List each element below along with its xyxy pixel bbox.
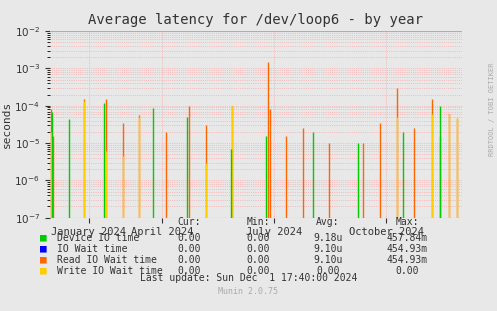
Text: ■: ■ [40, 266, 47, 276]
Text: 9.10u: 9.10u [313, 255, 343, 265]
Text: 454.93m: 454.93m [387, 255, 428, 265]
Text: Write IO Wait time: Write IO Wait time [57, 266, 163, 276]
Text: 0.00: 0.00 [247, 266, 270, 276]
Text: 0.00: 0.00 [177, 255, 201, 265]
Text: Avg:: Avg: [316, 217, 340, 227]
Text: ■: ■ [40, 233, 47, 243]
Text: 0.00: 0.00 [247, 233, 270, 243]
Text: ■: ■ [40, 244, 47, 254]
Text: Device IO time: Device IO time [57, 233, 139, 243]
Text: IO Wait time: IO Wait time [57, 244, 128, 254]
Text: 0.00: 0.00 [177, 233, 201, 243]
Y-axis label: seconds: seconds [1, 101, 11, 148]
Text: 9.18u: 9.18u [313, 233, 343, 243]
Text: Read IO Wait time: Read IO Wait time [57, 255, 157, 265]
Text: ■: ■ [40, 255, 47, 265]
Text: Max:: Max: [396, 217, 419, 227]
Text: RRDTOOL / TOBI OETIKER: RRDTOOL / TOBI OETIKER [489, 62, 495, 156]
Text: 457.84m: 457.84m [387, 233, 428, 243]
Text: 0.00: 0.00 [177, 266, 201, 276]
Text: Cur:: Cur: [177, 217, 201, 227]
Text: Munin 2.0.75: Munin 2.0.75 [219, 287, 278, 296]
Text: Min:: Min: [247, 217, 270, 227]
Title: Average latency for /dev/loop6 - by year: Average latency for /dev/loop6 - by year [88, 13, 423, 27]
Text: 0.00: 0.00 [396, 266, 419, 276]
Text: 454.93m: 454.93m [387, 244, 428, 254]
Text: 0.00: 0.00 [247, 255, 270, 265]
Text: 0.00: 0.00 [177, 244, 201, 254]
Text: 0.00: 0.00 [247, 244, 270, 254]
Text: 9.10u: 9.10u [313, 244, 343, 254]
Text: 0.00: 0.00 [316, 266, 340, 276]
Text: Last update: Sun Dec  1 17:40:00 2024: Last update: Sun Dec 1 17:40:00 2024 [140, 273, 357, 283]
